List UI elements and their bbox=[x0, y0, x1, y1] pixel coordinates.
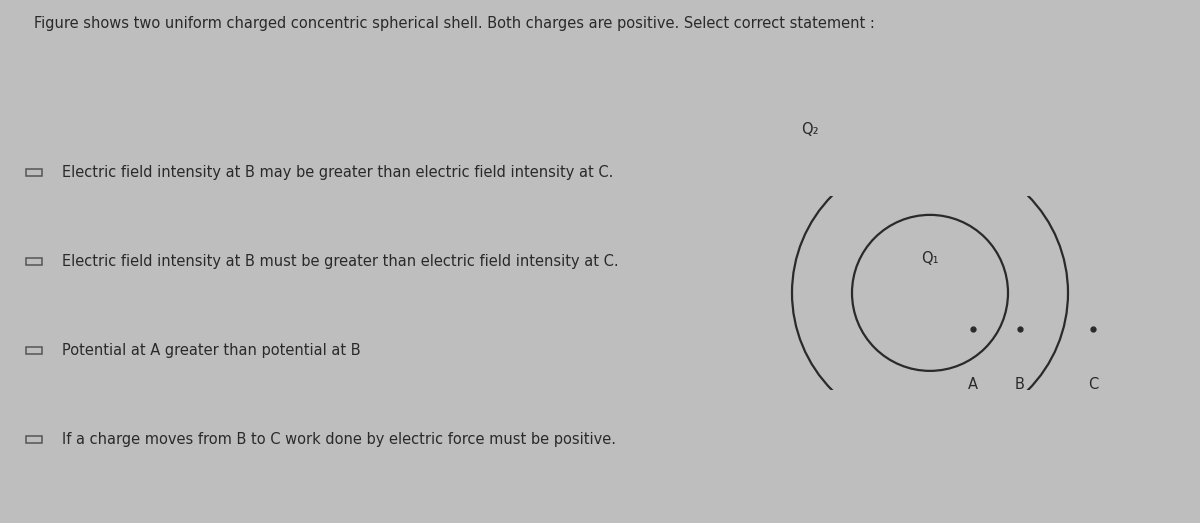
Text: A: A bbox=[968, 377, 978, 392]
Text: Q₂: Q₂ bbox=[802, 122, 818, 137]
Text: Figure shows two uniform charged concentric spherical shell. Both charges are po: Figure shows two uniform charged concent… bbox=[34, 16, 875, 31]
Bar bbox=[26, 347, 42, 354]
Text: Electric field intensity at B may be greater than electric field intensity at C.: Electric field intensity at B may be gre… bbox=[62, 165, 613, 180]
Bar bbox=[26, 169, 42, 176]
Bar bbox=[26, 436, 42, 442]
Text: Electric field intensity at B must be greater than electric field intensity at C: Electric field intensity at B must be gr… bbox=[62, 254, 619, 269]
Bar bbox=[26, 258, 42, 265]
Text: C: C bbox=[1087, 377, 1098, 392]
Text: B: B bbox=[1015, 377, 1025, 392]
Text: Q₁: Q₁ bbox=[922, 251, 938, 266]
Text: Potential at A greater than potential at B: Potential at A greater than potential at… bbox=[62, 343, 361, 358]
Text: If a charge moves from B to C work done by electric force must be positive.: If a charge moves from B to C work done … bbox=[62, 432, 617, 447]
